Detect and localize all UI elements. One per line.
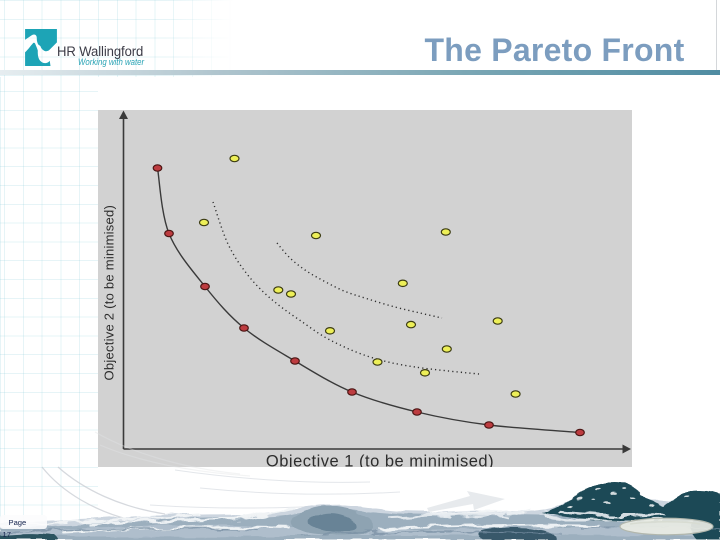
svg-text:Objective 1 (to be minimised): Objective 1 (to be minimised) [266, 453, 494, 468]
svg-text:Objective 2 (to be minimised): Objective 2 (to be minimised) [102, 205, 117, 381]
